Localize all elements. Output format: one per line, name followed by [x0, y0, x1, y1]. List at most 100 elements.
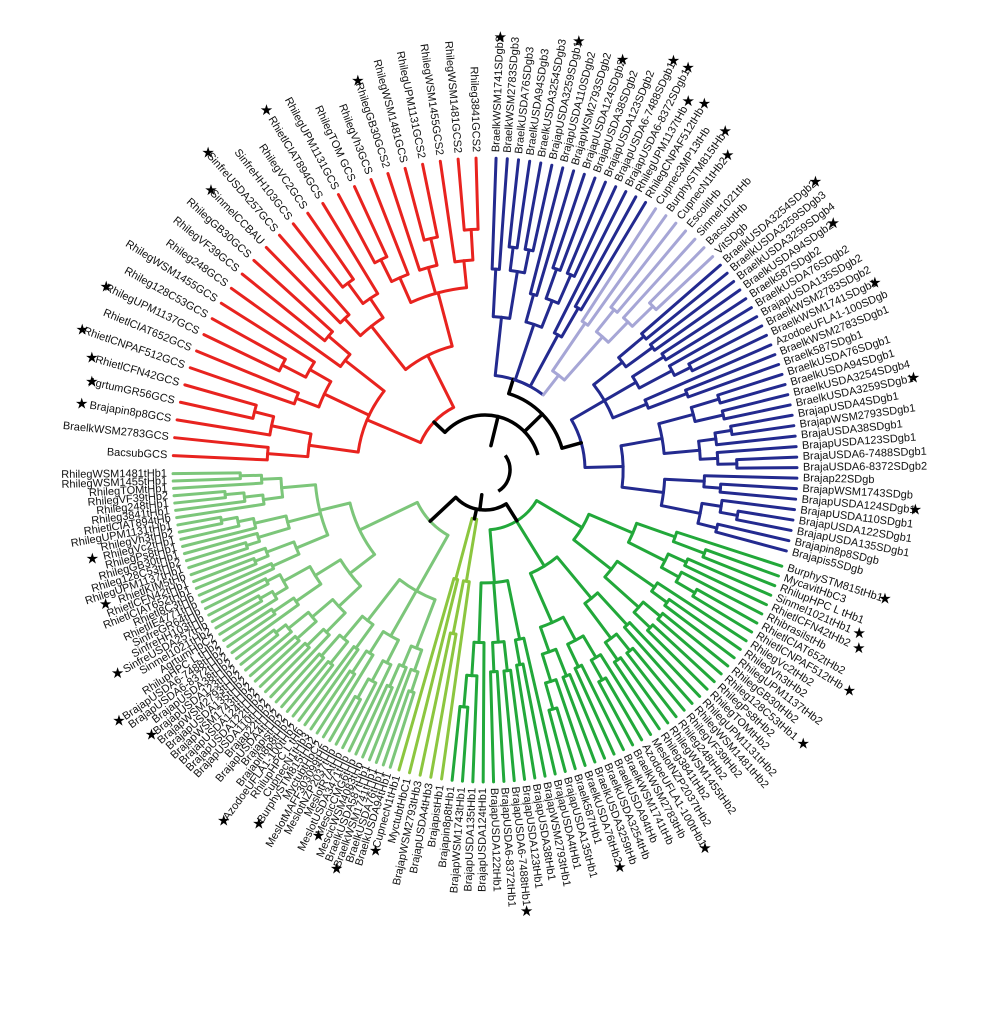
branch: [540, 652, 553, 683]
branch: [367, 666, 408, 762]
branch: [324, 611, 347, 634]
branch: [716, 372, 784, 397]
branch: [491, 267, 498, 319]
branch: [258, 641, 307, 688]
branch: [643, 343, 773, 402]
branch: [354, 623, 375, 650]
branch: [369, 178, 410, 276]
leaf-label: BrajapUSDA124tHb1: [476, 788, 489, 892]
branch: [415, 533, 450, 593]
branch: [554, 678, 587, 768]
star-marker: ★: [494, 29, 507, 46]
leaf-label: RhilegWSM1481tHb1: [61, 468, 167, 481]
branch: [603, 575, 641, 609]
branch: [606, 320, 630, 344]
branch: [409, 670, 420, 694]
branch: [343, 317, 362, 338]
branch: [386, 171, 422, 272]
branch: [489, 670, 496, 784]
branch: [664, 306, 753, 362]
star-marker: ★: [613, 859, 626, 876]
branch: [515, 519, 546, 568]
branch: [718, 490, 798, 501]
branch: [218, 597, 279, 636]
branch: [573, 666, 616, 756]
branch: [305, 627, 326, 647]
branch: [683, 564, 768, 607]
branch: [214, 599, 264, 630]
leaf-label: BrajaUSDA6-7488SDgb1: [802, 446, 927, 463]
branch: [269, 633, 331, 699]
branch: [469, 228, 475, 262]
branch: [240, 272, 327, 343]
branch: [488, 528, 496, 585]
star-marker: ★: [85, 349, 98, 366]
branch: [261, 495, 285, 502]
branch: [460, 705, 470, 783]
branch: [234, 628, 276, 661]
branch: [385, 638, 400, 665]
branch: [704, 548, 780, 578]
branch: [365, 418, 423, 445]
branch: [561, 675, 597, 764]
branch: [318, 501, 352, 512]
star-marker: ★: [204, 182, 217, 199]
branch: [736, 509, 795, 522]
star-marker: ★: [76, 321, 89, 338]
branch: [474, 156, 480, 231]
branch: [222, 607, 274, 642]
branch: [223, 491, 246, 497]
branch: [388, 663, 401, 688]
branch: [632, 610, 652, 630]
branch: [256, 526, 291, 539]
branch: [635, 521, 677, 539]
branch: [631, 646, 686, 712]
star-marker: ★: [75, 395, 88, 412]
branch: [535, 169, 576, 297]
branch: [522, 636, 557, 776]
branch: [253, 514, 288, 525]
leaf-label: Brajap22SDgb: [803, 472, 875, 486]
branch: [327, 334, 352, 356]
leaf-label: BraelkWSM1741SDgb2: [490, 36, 506, 153]
branch: [697, 437, 718, 443]
branch: [451, 579, 465, 636]
branch: [714, 530, 788, 553]
branch: [177, 521, 224, 534]
branch: [210, 594, 261, 624]
branch: [615, 559, 657, 589]
branch: [663, 604, 736, 660]
branch: [531, 163, 554, 253]
branch: [294, 533, 330, 550]
branch: [696, 521, 719, 530]
branch: [566, 642, 580, 669]
branch: [502, 669, 516, 783]
branch: [347, 663, 393, 753]
root-branch: [507, 377, 515, 396]
star-marker: ★: [111, 665, 124, 682]
star-marker: ★: [351, 73, 364, 90]
branch: [438, 159, 457, 264]
branch: [264, 245, 342, 325]
branch: [661, 611, 730, 668]
branch: [648, 246, 706, 305]
branch: [554, 647, 568, 678]
branch: [172, 481, 264, 490]
branch: [597, 680, 635, 747]
branch: [603, 640, 620, 662]
branch: [187, 546, 249, 570]
branch: [252, 258, 334, 334]
branch: [281, 565, 312, 583]
branch: [440, 580, 471, 781]
branch: [277, 233, 351, 317]
branch: [604, 676, 644, 742]
branch: [630, 304, 655, 328]
branch: [200, 567, 276, 604]
branch: [612, 660, 661, 731]
branch: [625, 651, 678, 719]
branch: [273, 586, 289, 597]
branch: [270, 552, 301, 568]
branch: [562, 335, 605, 382]
branch: [421, 162, 439, 239]
branch: [358, 500, 419, 532]
